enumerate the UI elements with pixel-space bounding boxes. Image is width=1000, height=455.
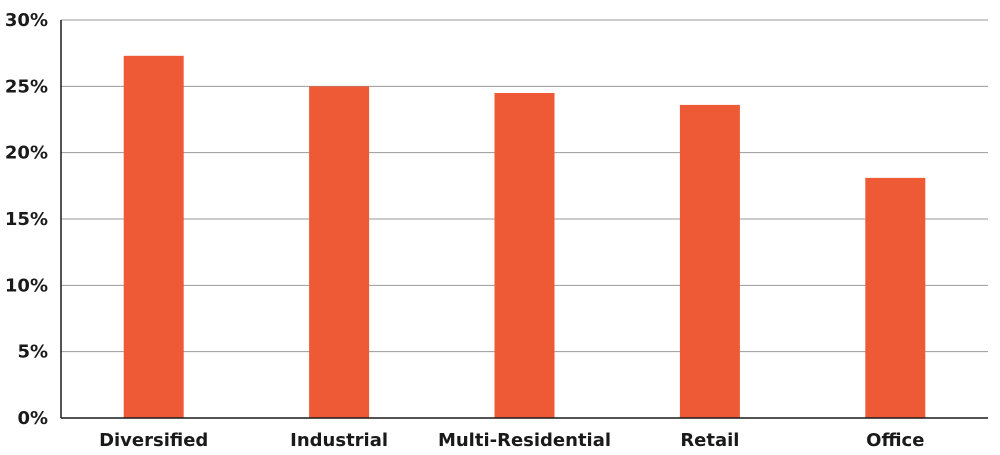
x-tick-label: Industrial [290,430,388,451]
x-tick-labels: Diversified Industrial Multi-Residential Re… [99,430,924,451]
bars [123,55,926,418]
x-tick-label: Retail [680,430,739,451]
y-tick-label: 0% [17,408,48,429]
bar-diversified [123,55,184,418]
x-tick-label: Multi-Residential [438,430,611,451]
bar-industrial [309,86,370,418]
y-tick-label: 15% [5,209,48,230]
y-tick-label: 5% [17,342,48,363]
y-tick-label: 30% [5,10,48,31]
axes [60,20,988,419]
bar-multi-residential [494,92,555,418]
y-tick-label: 10% [5,275,48,296]
bar-office [865,177,926,418]
bar-retail [679,104,740,418]
x-tick-label: Diversified [99,430,208,451]
y-tick-label: 25% [5,76,48,97]
y-tick-label: 20% [5,143,48,164]
y-tick-labels: 0% 5% 10% 15% 20% 25% 30% [5,10,48,429]
x-tick-label: Office [866,430,924,451]
